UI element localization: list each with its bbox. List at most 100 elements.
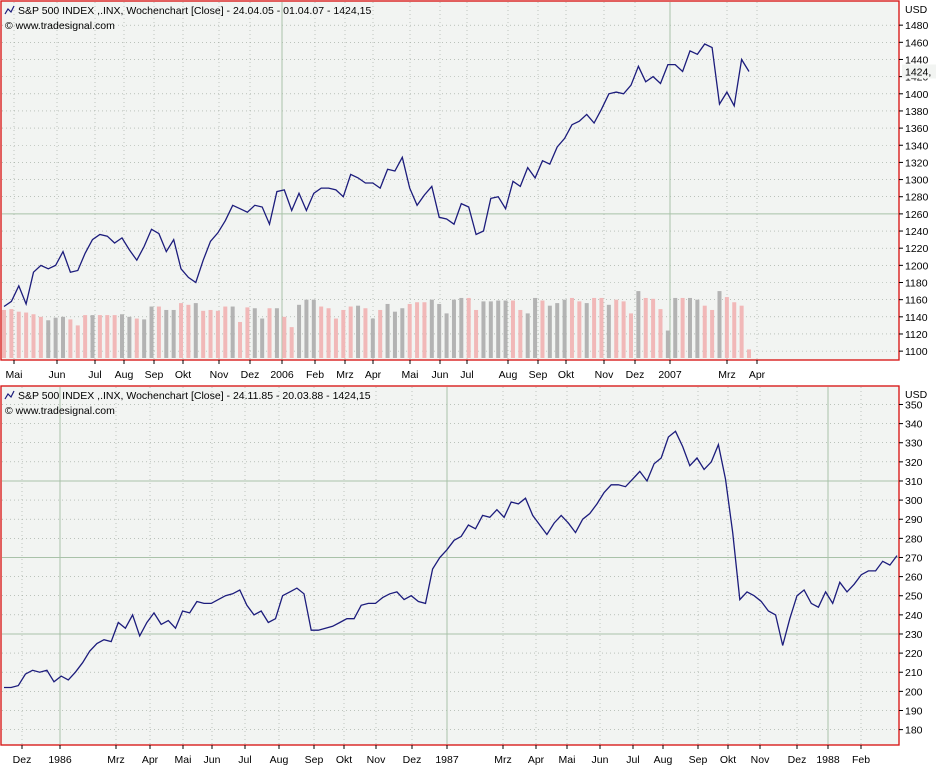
volume-bar <box>525 313 530 358</box>
volume-bar <box>569 297 574 358</box>
volume-bar <box>142 319 147 358</box>
volume-bar <box>444 313 449 358</box>
volume-bar <box>134 318 139 358</box>
y-tick-label: 320 <box>905 457 923 469</box>
volume-bar <box>9 309 14 358</box>
volume-bar <box>120 314 125 358</box>
volume-bar <box>695 299 700 358</box>
volume-bar <box>673 297 678 358</box>
volume-bar <box>739 305 744 358</box>
y-tick-label: 310 <box>905 476 923 488</box>
volume-bar <box>687 297 692 358</box>
y-tick-label: 240 <box>905 610 923 622</box>
volume-bar <box>348 306 353 358</box>
volume-bar <box>193 303 198 358</box>
x-tick-label: Mrz <box>107 754 125 766</box>
price-line-bottom <box>4 430 898 689</box>
x-tick-label: Dez <box>788 754 807 766</box>
y-tick-label: 1180 <box>905 278 928 290</box>
volume-bar <box>636 291 641 358</box>
unit-label-bottom: USD <box>905 389 928 401</box>
x-tick-label: Feb <box>306 369 324 381</box>
volume-bar <box>510 300 515 358</box>
chart-title-bottom: S&P 500 INDEX ,.INX, Wochenchart [Close]… <box>18 390 371 402</box>
volume-bar <box>297 304 302 358</box>
y-tick-label: 340 <box>905 419 923 431</box>
plot-area-bottom <box>0 385 900 746</box>
x-tick-label: Okt <box>175 369 191 381</box>
x-tick-label: Okt <box>336 754 352 766</box>
y-tick-label: 200 <box>905 686 923 698</box>
y-tick-label: 1460 <box>905 37 929 49</box>
y-tick-label: 1280 <box>905 192 929 204</box>
x-tick-label: Jul <box>460 369 473 381</box>
x-tick-label: Okt <box>558 369 574 381</box>
watermark-bottom: © www.tradesignal.com <box>5 405 115 417</box>
y-tick-label: 1240 <box>905 226 929 238</box>
x-tick-label: Aug <box>654 754 673 766</box>
unit-label-top: USD <box>905 4 928 16</box>
volume-bar <box>451 299 456 358</box>
volume-bar <box>466 297 471 358</box>
y-axis-bottom: 180 190 200 210 220 230 240 250 260 270 280 290 300 3… <box>899 399 923 737</box>
x-tick-label: 1988 <box>816 754 840 766</box>
volume-bar <box>614 299 619 358</box>
volume-bar <box>363 308 368 358</box>
volume-bar <box>24 312 29 358</box>
x-tick-label: Dez <box>13 754 32 766</box>
volume-bar <box>385 303 390 358</box>
volume-bar <box>503 300 508 358</box>
y-tick-label: 1260 <box>905 209 929 221</box>
plot-area-top <box>0 0 900 361</box>
chart-panel-bottom: S&P 500 INDEX ,.INX, Wochenchart [Close]… <box>0 385 928 766</box>
volume-bar <box>518 309 523 358</box>
x-tick-label: 1986 <box>48 754 72 766</box>
volume-bar <box>540 300 545 358</box>
y-tick-label: 1320 <box>905 157 929 169</box>
volume-bar <box>149 306 154 358</box>
volume-bar <box>592 297 597 358</box>
volume-bar <box>38 316 43 358</box>
y-tick-label: 260 <box>905 572 923 584</box>
x-tick-label: 2007 <box>658 369 682 381</box>
volume-bar <box>31 314 36 358</box>
x-tick-label: Mai <box>559 754 576 766</box>
volume-bar <box>533 297 538 358</box>
volume-bar <box>260 318 265 358</box>
x-tick-label: Jun <box>432 369 449 381</box>
volume-bar <box>658 309 663 358</box>
volume-bar <box>599 297 604 358</box>
x-tick-label: Aug <box>115 369 134 381</box>
volume-bar <box>643 297 648 358</box>
volume-bar <box>83 315 88 358</box>
volume-bar <box>311 299 316 358</box>
x-tick-label: Mrz <box>336 369 354 381</box>
y-tick-label: 1400 <box>905 89 929 101</box>
volume-bar <box>680 297 685 358</box>
volume-bar <box>230 306 235 358</box>
x-tick-label: Jul <box>238 754 251 766</box>
x-tick-label: Dez <box>241 369 260 381</box>
y-tick-label: 1220 <box>905 243 929 255</box>
volume-bar <box>289 327 294 358</box>
x-tick-label: Jun <box>592 754 609 766</box>
x-tick-label: Jun <box>204 754 221 766</box>
x-tick-label: Feb <box>852 754 870 766</box>
x-tick-label: Sep <box>305 754 324 766</box>
volume-bar <box>223 306 228 358</box>
x-tick-label: 1987 <box>435 754 459 766</box>
chart-panel-top: S&P 500 INDEX ,.INX, Wochenchart [Close]… <box>0 0 936 381</box>
y-tick-label: 1360 <box>905 123 929 135</box>
volume-bar <box>392 311 397 358</box>
x-tick-label: Apr <box>528 754 545 766</box>
volume-bar <box>415 302 420 358</box>
x-tick-label: Apr <box>749 369 766 381</box>
y-tick-label: 250 <box>905 591 923 603</box>
x-tick-label: Apr <box>142 754 159 766</box>
volume-bar <box>61 316 66 358</box>
volume-bar <box>90 315 95 358</box>
volume-bar <box>488 301 493 358</box>
volume-bar <box>326 308 331 358</box>
y-tick-label: 190 <box>905 705 923 717</box>
volume-bar <box>186 304 191 358</box>
